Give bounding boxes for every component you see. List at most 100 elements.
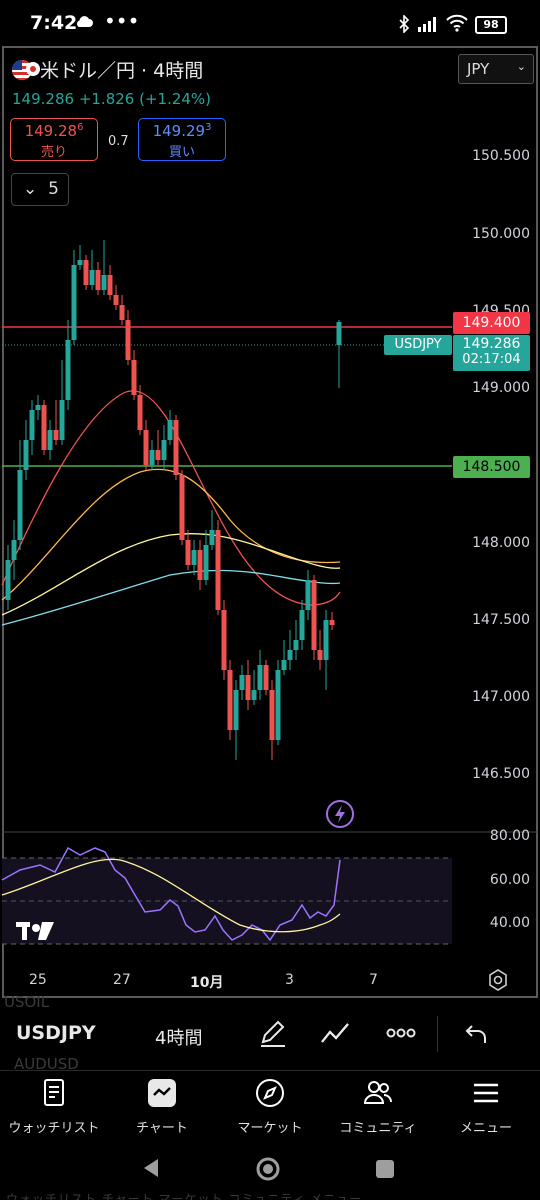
candle-body [269,690,275,740]
candle-body [107,275,113,295]
symbol-carousel-next[interactable]: AUDUSD [14,1055,79,1073]
chart-canvas[interactable] [0,0,540,1000]
draw-icon[interactable] [258,1018,288,1048]
candle-body [299,610,305,640]
sell-button[interactable]: 149.286 売り [10,118,98,161]
ma-line-slow [1,533,341,616]
candle-body [317,650,323,660]
nav-label: ウォッチリスト [8,1121,100,1136]
toolbar-divider [437,1016,438,1052]
back-icon[interactable] [142,1158,160,1178]
nav-watchlist[interactable]: ウォッチリスト [0,1071,108,1141]
symbol-carousel-prev[interactable]: USOIL [4,993,50,1011]
candle-body [35,405,41,410]
time-axis-label: 10月 [190,975,224,991]
more-notifications-icon: ••• [104,9,140,33]
watchlist-icon [44,1079,64,1106]
tradingview-logo [16,922,54,940]
candle-body [71,265,77,340]
candle-body [77,260,83,265]
ticker-label[interactable]: USDJPY [16,1022,96,1044]
nav-community[interactable]: コミュニティ [324,1071,432,1141]
price-change-pct: (+1.24%) [139,90,212,108]
nav-markets[interactable]: マーケット [216,1071,324,1141]
candle-body [29,410,35,440]
candle-body [251,690,257,700]
candle-body [287,650,293,660]
status-bar: 7:42 ••• 98 [0,0,540,48]
symbol-tag: USDJPY [384,335,452,355]
undo-icon[interactable] [464,1022,488,1046]
candle-body [89,270,95,285]
usd-flag-icon [12,60,32,80]
last-price: 149.286 [12,90,75,108]
symbol-title[interactable]: 米ドル／円 · 4時間 [40,60,204,82]
nav-label: マーケット [237,1121,303,1136]
candle-body [263,665,269,690]
spread-value: 0.7 [108,134,129,149]
candle-body [95,270,101,290]
currency-value: JPY [467,60,490,78]
candle-body [215,530,221,610]
signal-icon [418,17,436,32]
candle-body [113,295,119,305]
candle-body [233,690,239,730]
candle-body [65,340,71,400]
candle-body [197,550,203,580]
price-axis-label: 148.000 [472,535,530,551]
candle-body [59,400,65,440]
sell-label: 売り [40,145,67,160]
candle-body [329,620,335,625]
currency-select[interactable]: JPY ⌄ [458,54,534,84]
chart-frame[interactable] [2,46,538,998]
compass-icon [256,1079,284,1107]
candle-body [203,545,209,580]
price-axis-label: 146.500 [472,766,530,782]
time-axis-label: 3 [285,972,294,988]
interval-selector[interactable]: 4時間 [155,1028,203,1049]
buy-price: 149.29 [152,122,206,140]
bar-countdown: 02:17:04 [462,352,521,367]
indicator-toggle-button[interactable]: ⌄ 5 [11,173,69,206]
price-summary: 149.286 +1.826 (+1.24%) [12,90,211,108]
recents-icon[interactable] [375,1159,395,1179]
candle-body [11,540,17,560]
indicators-icon[interactable] [320,1020,352,1046]
buy-button[interactable]: 149.293 買い [138,118,226,161]
candle-body [53,430,59,440]
candle-body [137,395,143,430]
candle-body [239,675,245,690]
price-axis-label: 150.000 [472,226,530,242]
time-axis-label: 25 [29,972,47,988]
candle-body [275,670,281,740]
nav-ghost-labels: ウォッチリスト チャート マーケット コミュニティ メニュー [6,1192,363,1200]
candle-body [155,450,161,460]
candle-body [221,610,227,670]
candle-body [143,430,149,465]
candle-body [311,580,317,650]
nav-chart[interactable]: チャート [108,1071,216,1141]
candle-body [227,670,233,730]
home-icon[interactable] [255,1156,281,1182]
candle-body [47,430,53,450]
price-axis-label: 147.000 [472,689,530,705]
alert-low-tag[interactable]: 148.500 [453,456,530,478]
more-icon[interactable] [386,1024,416,1042]
chart-settings-icon [489,969,507,991]
bottom-nav: ウォッチリスト チャート マーケット コミュニティ メニュー [0,1070,540,1140]
nav-menu[interactable]: メニュー [432,1071,540,1141]
symbol-toolbar [0,998,540,1070]
buy-price-pip: 3 [205,122,212,133]
candle-body [5,560,11,600]
alert-high-tag[interactable]: 149.400 [453,312,530,334]
last-price-tag-value: 149.286 [462,336,521,352]
candle-body [101,275,107,290]
bluetooth-icon [399,15,410,33]
candle-body [323,620,329,660]
candle-body [173,420,179,475]
nav-label: チャート [136,1121,188,1136]
candle-body [41,405,47,450]
candle-body [161,440,167,460]
wifi-icon [446,14,468,32]
chart-icon [148,1079,176,1107]
